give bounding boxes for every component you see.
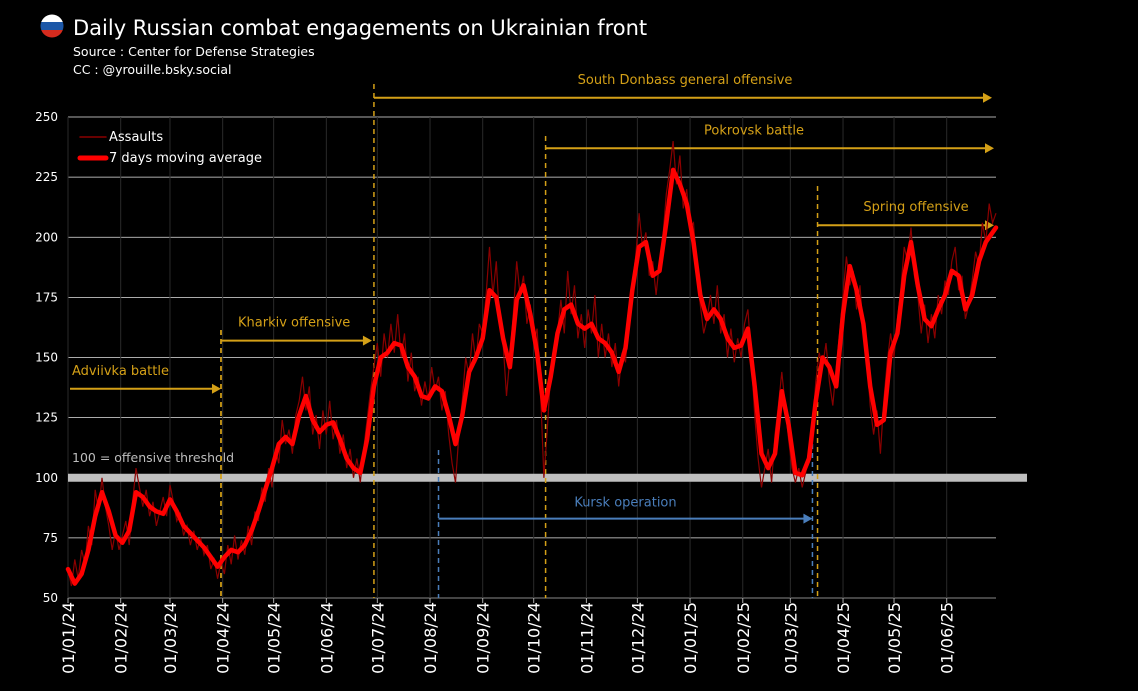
y-tick-label: 175 bbox=[35, 290, 58, 304]
x-tick-label: 01/07/24 bbox=[368, 602, 387, 674]
pokrovsk-battle-label: Pokrovsk battle bbox=[704, 123, 804, 138]
y-tick-label: 125 bbox=[35, 411, 58, 425]
x-tick-label: 01/01/24 bbox=[59, 602, 78, 674]
y-tick-label: 50 bbox=[43, 591, 58, 605]
y-tick-label: 75 bbox=[43, 531, 58, 545]
grid-lines bbox=[67, 116, 996, 599]
y-tick-label: 100 bbox=[35, 471, 58, 485]
x-tick-label: 01/08/24 bbox=[421, 602, 440, 674]
x-tick-label: 01/04/25 bbox=[834, 602, 853, 674]
x-tick-label: 01/02/24 bbox=[112, 602, 131, 674]
threshold-label: 100 = offensive threshold bbox=[72, 450, 234, 465]
chart-credit: CC : @yrouille.bsky.social bbox=[73, 62, 232, 77]
legend-label-assaults: Assaults bbox=[109, 130, 163, 145]
x-axis-ticks: 01/01/24 01/02/24 01/03/24 01/04/24 01/05/24… bbox=[59, 598, 957, 674]
legend-label-moving-average: 7 days moving average bbox=[109, 151, 262, 166]
south-donbass-general-offensive-label: South Donbass general offensive bbox=[578, 73, 793, 88]
y-tick-label: 150 bbox=[35, 351, 58, 365]
spring-offensive-label: Spring offensive bbox=[863, 200, 968, 215]
y-tick-label: 250 bbox=[35, 110, 58, 124]
x-tick-label: 01/06/24 bbox=[317, 602, 336, 674]
y-tick-label: 200 bbox=[35, 230, 58, 244]
x-tick-label: 01/06/25 bbox=[938, 602, 957, 674]
kursk-operation-label: Kursk operation bbox=[574, 496, 676, 511]
x-tick-label: 01/04/24 bbox=[214, 602, 233, 674]
south-donbass-general-offensive-arrow-head bbox=[983, 92, 992, 103]
x-tick-label: 01/03/24 bbox=[161, 602, 180, 674]
x-tick-label: 01/11/24 bbox=[577, 602, 596, 674]
kharkiv-offensive-label: Kharkiv offensive bbox=[238, 316, 350, 331]
x-tick-label: 01/02/25 bbox=[734, 602, 753, 674]
chart-source: Source : Center for Defense Strategies bbox=[73, 44, 315, 59]
series-lines bbox=[65, 141, 999, 587]
x-tick-label: 01/10/24 bbox=[525, 602, 544, 674]
y-axis-ticks: 50 75 100 125 150 175 200 225 250 bbox=[35, 110, 58, 605]
x-tick-label: 01/05/24 bbox=[265, 602, 284, 674]
adviivka-battle-arrow-head bbox=[211, 383, 221, 394]
x-tick-label: 01/03/25 bbox=[781, 602, 800, 674]
x-tick-label: 01/12/24 bbox=[628, 602, 647, 674]
kharkiv-offensive-arrow-head bbox=[362, 335, 372, 346]
legend: Assaults 7 days moving average bbox=[77, 130, 262, 166]
adviivka-battle-label: Adviivka battle bbox=[72, 364, 169, 379]
russia-flag-icon bbox=[40, 14, 64, 38]
y-tick-label: 225 bbox=[35, 170, 58, 184]
kursk-operation-arrow-head bbox=[803, 513, 813, 524]
x-tick-label: 01/01/25 bbox=[681, 602, 700, 674]
moving-average-series-line bbox=[65, 167, 999, 586]
x-tick-label: 01/09/24 bbox=[474, 602, 493, 674]
chart-title: Daily Russian combat engagements on Ukra… bbox=[73, 16, 648, 40]
x-tick-label: 01/05/25 bbox=[885, 602, 904, 674]
pokrovsk-battle-arrow-head bbox=[985, 143, 994, 154]
